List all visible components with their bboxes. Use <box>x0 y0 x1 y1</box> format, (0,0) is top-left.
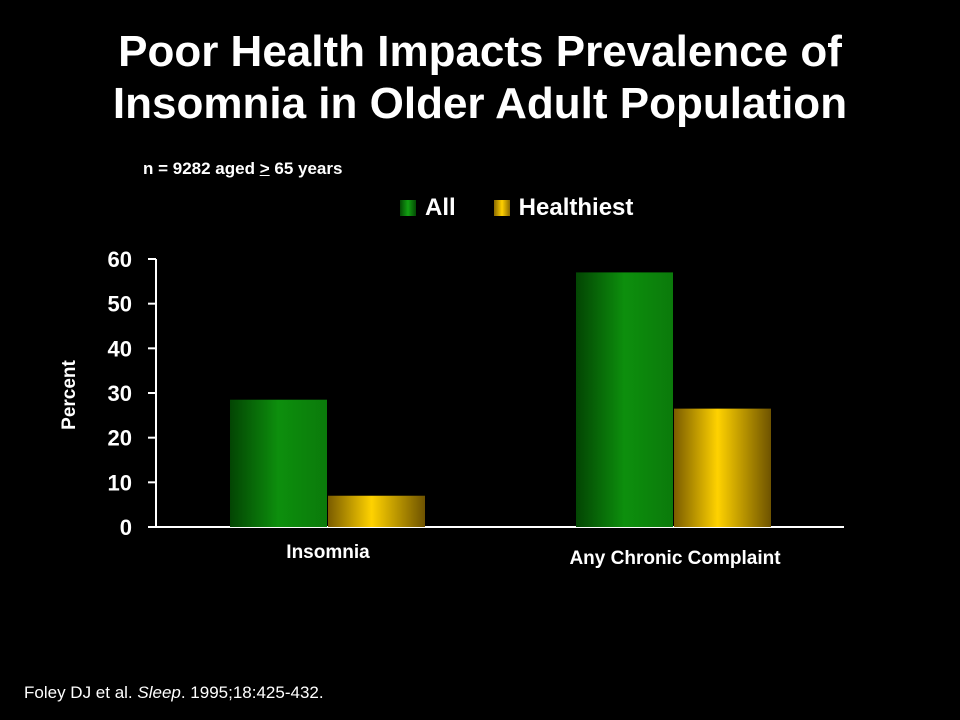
y-tick-label-60: 60 <box>108 247 132 272</box>
y-tick-label-10: 10 <box>108 470 132 495</box>
x-category-label-any-chronic-complaint: Any Chronic Complaint <box>569 548 781 569</box>
y-tick-label-30: 30 <box>108 381 132 406</box>
citation-authors: Foley DJ et al. <box>24 683 138 702</box>
citation-journal: Sleep <box>137 683 181 702</box>
bar-all-insomnia <box>230 399 327 527</box>
chart-title: Poor Health Impacts Prevalence of Insomn… <box>0 26 960 130</box>
bar-all-any-chronic-complaint <box>576 272 673 527</box>
sample-size-pre: n = 9282 aged <box>143 159 260 178</box>
legend-label-all: All <box>425 194 456 221</box>
legend-label-healthiest: Healthiest <box>518 194 634 221</box>
sample-size-note: n = 9282 aged > 65 years <box>143 159 342 179</box>
legend-item-all: All <box>400 194 456 222</box>
legend-item-healthiest: Healthiest <box>493 194 634 222</box>
legend-swatch-all <box>400 200 416 216</box>
title-line-2: Insomnia in Older Adult Population <box>112 79 848 128</box>
bar-healthiest-any-chronic-complaint <box>674 408 771 527</box>
sample-size-post: 65 years <box>269 159 343 178</box>
legend-swatch-healthiest <box>493 200 510 216</box>
title-line-1: Poor Health Impacts Prevalence of <box>118 27 842 76</box>
y-tick-label-20: 20 <box>108 426 132 451</box>
x-category-label-insomnia: Insomnia <box>286 542 370 563</box>
y-tick-label-40: 40 <box>108 336 132 361</box>
bar-healthiest-insomnia <box>328 495 425 527</box>
citation-ref: . 1995;18:425-432. <box>180 683 324 702</box>
y-tick-label-0: 0 <box>120 515 132 540</box>
citation: Foley DJ et al. Sleep. 1995;18:425-432. <box>24 683 324 703</box>
y-tick-label-50: 50 <box>108 292 132 317</box>
greater-equal-symbol: > <box>259 159 270 178</box>
legend: All Healthiest <box>400 194 671 222</box>
